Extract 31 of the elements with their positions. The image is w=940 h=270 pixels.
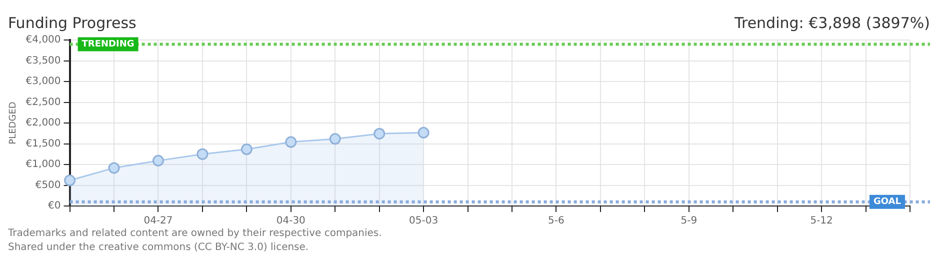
point — [108, 162, 120, 174]
y-axis-title: PLEDGED — [8, 102, 19, 144]
point — [240, 144, 252, 156]
point — [418, 126, 430, 138]
x-tick-label: 5-9 — [680, 216, 698, 227]
chart-title: Funding Progress — [8, 14, 137, 32]
x-tick-label: 05-03 — [409, 216, 438, 227]
point — [329, 133, 341, 145]
point — [374, 128, 386, 140]
y-tick-label: €1,000 — [26, 159, 61, 170]
y-tick-label: €0 — [48, 200, 61, 212]
text: Trademarks and related content are owned by their respective companies. — [7, 228, 382, 239]
x-tick-label: 04-30 — [276, 216, 306, 227]
x-tick-label: 04-27 — [144, 216, 173, 227]
x-tick-label: 5-12 — [810, 216, 833, 227]
text: Shared under the creative commons (CC BY-NC 3.0) license. — [8, 242, 309, 253]
y-tick-label: €2,500 — [26, 96, 61, 108]
y-tick-label: €3,500 — [26, 55, 61, 66]
point — [152, 154, 164, 166]
point — [285, 136, 297, 148]
ref-line-label: GOAL — [874, 197, 902, 208]
y-tick-label: €3,000 — [26, 76, 61, 88]
y-tick-label: €4,000 — [26, 34, 61, 46]
text: Trending: €3,898 (3897%) — [734, 14, 930, 32]
y-tick-label: €2,000 — [26, 118, 61, 129]
y-tick-label: €1,500 — [26, 138, 61, 150]
ref-line-label: TRENDING — [82, 40, 134, 50]
point — [196, 148, 208, 160]
point — [64, 174, 76, 186]
y-tick-label: €500 — [35, 180, 61, 191]
x-tick-label: 5-6 — [548, 216, 564, 227]
